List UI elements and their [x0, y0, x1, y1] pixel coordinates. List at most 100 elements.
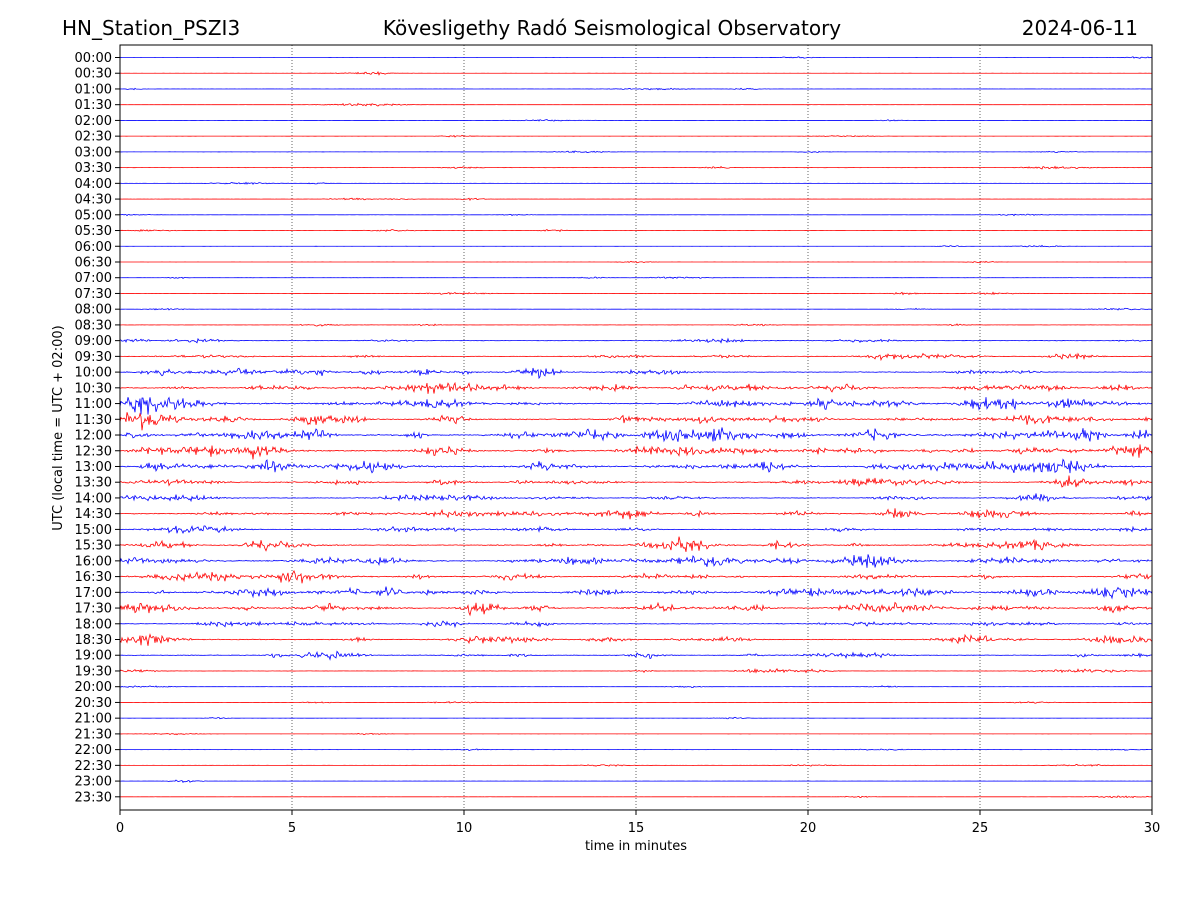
- y-tick-label: 12:00: [75, 429, 112, 444]
- trace-line: [119, 134, 1153, 138]
- trace-line: [119, 181, 1153, 185]
- trace-line: [119, 427, 1153, 443]
- y-tick-label: 23:30: [75, 790, 112, 805]
- trace-line: [119, 244, 1153, 248]
- trace-line: [119, 668, 1153, 674]
- y-tick-label: 15:30: [75, 539, 112, 554]
- trace-line: [119, 536, 1153, 552]
- trace-line: [119, 260, 1153, 264]
- trace-line: [119, 620, 1153, 629]
- y-tick-label: 11:00: [75, 397, 112, 412]
- y-tick-label: 14:00: [75, 491, 112, 506]
- y-tick-label: 05:30: [75, 224, 112, 239]
- trace-line: [119, 323, 1153, 327]
- y-tick-label: 08:30: [75, 318, 112, 333]
- y-tick-label: 10:30: [75, 381, 112, 396]
- y-tick-label: 21:30: [75, 727, 112, 742]
- trace-line: [119, 276, 1153, 279]
- trace-line: [119, 508, 1153, 520]
- y-tick-label: 04:00: [75, 177, 112, 192]
- trace-line: [119, 633, 1153, 646]
- trace-line: [119, 396, 1153, 415]
- trace-line: [119, 150, 1153, 154]
- chart-title: Kövesligethy Radó Seismological Observat…: [383, 16, 841, 40]
- y-tick-label: 03:30: [75, 161, 112, 176]
- y-tick-label: 06:30: [75, 255, 112, 270]
- y-tick-label: 12:30: [75, 444, 112, 459]
- y-tick-label: 00:00: [75, 51, 112, 66]
- trace-line: [119, 213, 1153, 217]
- trace-line: [119, 748, 1153, 752]
- trace-line: [119, 732, 1153, 736]
- y-tick-label: 01:00: [75, 82, 112, 97]
- y-tick-label: 16:30: [75, 570, 112, 585]
- x-tick-label: 25: [972, 821, 989, 836]
- trace-line: [119, 197, 1152, 201]
- y-tick-label: 20:30: [75, 696, 112, 711]
- trace-line: [120, 165, 1153, 170]
- trace-line: [119, 764, 1153, 767]
- y-tick-label: 15:00: [75, 523, 112, 538]
- x-tick-label: 0: [116, 821, 124, 836]
- x-tick-label: 10: [456, 821, 473, 836]
- trace-line: [119, 291, 1153, 296]
- y-tick-label: 20:00: [75, 680, 112, 695]
- y-tick-label: 17:30: [75, 602, 112, 617]
- x-tick-label: 5: [288, 821, 296, 836]
- x-axis-label: time in minutes: [585, 839, 687, 854]
- trace-line: [119, 307, 1153, 311]
- y-tick-label: 13:30: [75, 476, 112, 491]
- y-tick-label: 07:00: [75, 271, 112, 286]
- station-title: HN_Station_PSZI3: [62, 16, 240, 40]
- trace-line: [119, 352, 1153, 362]
- y-tick-label: 23:00: [75, 775, 112, 790]
- trace-line: [119, 601, 1153, 617]
- y-tick-label: 19:30: [75, 664, 112, 679]
- trace-line: [119, 779, 1152, 783]
- y-tick-label: 22:00: [75, 743, 112, 758]
- trace-line: [119, 525, 1153, 535]
- y-tick-label: 17:00: [75, 586, 112, 601]
- y-tick-label: 08:00: [75, 303, 112, 318]
- trace-line: [119, 650, 1153, 661]
- trace-line: [119, 412, 1153, 431]
- y-tick-label: 03:00: [75, 145, 112, 160]
- y-tick-label: 02:30: [75, 130, 112, 145]
- y-tick-label: 18:00: [75, 617, 112, 632]
- y-tick-label: 02:00: [75, 114, 112, 129]
- y-tick-label: 00:30: [75, 67, 112, 82]
- trace-line: [119, 554, 1153, 568]
- y-tick-label: 06:00: [75, 240, 112, 255]
- y-tick-label: 05:00: [75, 208, 112, 223]
- trace-line: [119, 701, 1152, 704]
- trace-line: [119, 586, 1153, 600]
- x-tick-label: 30: [1144, 821, 1161, 836]
- trace-line: [119, 570, 1153, 584]
- y-tick-label: 11:30: [75, 413, 112, 428]
- trace-line: [119, 56, 1153, 59]
- y-tick-label: 09:30: [75, 350, 112, 365]
- y-tick-label: 21:00: [75, 712, 112, 727]
- y-axis-label: UTC (local time = UTC + 02:00): [51, 325, 66, 530]
- trace-line: [119, 444, 1153, 460]
- y-tick-label: 10:00: [75, 366, 112, 381]
- y-tick-label: 09:00: [75, 334, 112, 349]
- trace-line: [119, 475, 1153, 488]
- trace-line: [119, 71, 1152, 76]
- trace-line: [119, 716, 1153, 720]
- y-tick-label: 18:30: [75, 633, 112, 648]
- y-tick-label: 14:30: [75, 507, 112, 522]
- trace-line: [119, 493, 1153, 503]
- y-tick-label: 13:00: [75, 460, 112, 475]
- trace-line: [119, 685, 1153, 689]
- trace-line: [119, 119, 1153, 122]
- y-tick-label: 16:00: [75, 554, 112, 569]
- y-tick-label: 01:30: [75, 98, 112, 113]
- x-tick-label: 15: [628, 821, 645, 836]
- trace-line: [119, 367, 1153, 380]
- trace-line: [119, 458, 1153, 474]
- y-tick-label: 04:30: [75, 193, 112, 208]
- date-title: 2024-06-11: [1022, 16, 1138, 40]
- y-tick-label: 19:00: [75, 649, 112, 664]
